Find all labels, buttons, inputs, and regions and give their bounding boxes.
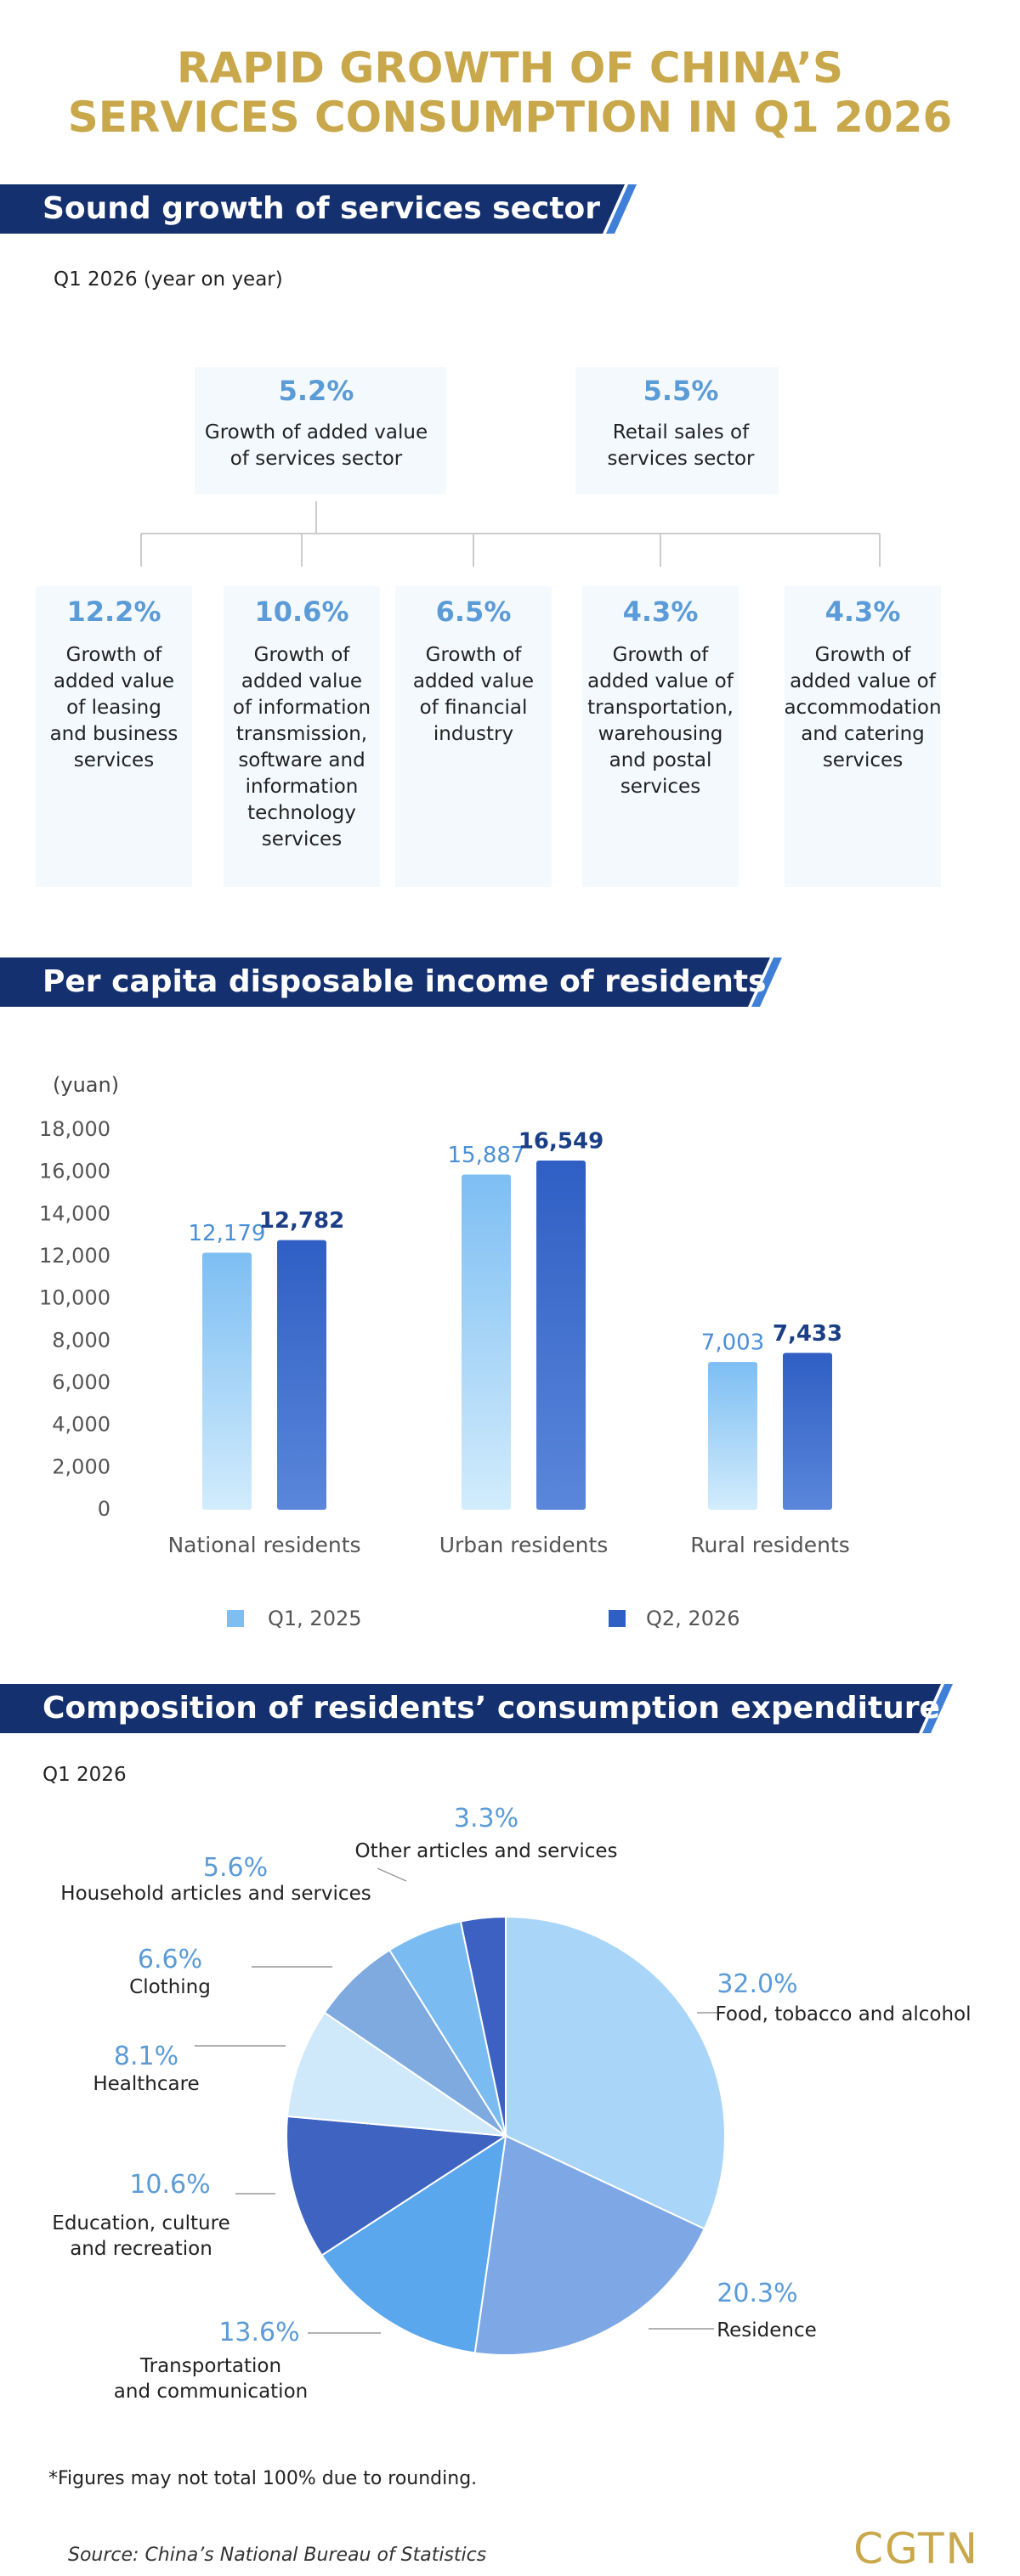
footnote: *Figures may not total 100% due to round… (48, 2468, 478, 2489)
pie-category-label: Transportation and communication (113, 2355, 309, 2403)
stat-box (224, 586, 380, 887)
y-tick-label: 6,000 (52, 1370, 110, 1394)
x-tick-label: National residents (167, 1533, 360, 1557)
stat-value: 4.3% (824, 596, 901, 628)
value-label: 12,179 (189, 1221, 266, 1246)
value-label: 7,003 (701, 1330, 764, 1356)
bar (462, 1174, 511, 1510)
pie-category-label: Food, tobacco and alcohol (715, 2003, 972, 2025)
stat-value: 10.6% (254, 596, 349, 628)
pie-category-label: Other articles and services (354, 1840, 618, 1862)
y-axis-label: (yuan) (53, 1073, 120, 1097)
value-label: 7,433 (773, 1321, 842, 1347)
banner-accent (606, 184, 637, 234)
banner (0, 1684, 941, 1733)
y-tick-label: 16,000 (39, 1160, 110, 1183)
pie-category-label: Education, culture and recreation (52, 2212, 230, 2260)
pie-slice (286, 2011, 509, 2138)
stat-box (582, 586, 739, 887)
stat-box (575, 367, 779, 494)
pie-slice (505, 1915, 726, 2230)
stat-box (785, 586, 941, 887)
pie-value-label: 20.3% (717, 2279, 798, 2308)
stat-box (195, 367, 446, 494)
banner-accent (922, 1684, 953, 1733)
banner-title: Composition of residents’ consumption ex… (42, 1691, 940, 1726)
y-tick-label: 12,000 (39, 1244, 110, 1268)
stat-label: Growth of added value of financial indus… (412, 644, 535, 745)
pie-value-label: 32.0% (717, 1969, 798, 1999)
value-label: 12,782 (259, 1208, 344, 1234)
title-line: SERVICES CONSUMPTION IN Q1 2026 (67, 93, 953, 142)
y-tick-label: 8,000 (52, 1328, 110, 1352)
stat-value: 5.5% (643, 375, 719, 407)
pie-value-label: 13.6% (218, 2318, 300, 2347)
banner-title: Per capita disposable income of resident… (42, 964, 767, 999)
pie-value-label: 3.3% (453, 1804, 519, 1833)
legend-label: Q1, 2025 (268, 1607, 362, 1630)
bar (783, 1353, 832, 1510)
stat-label: Growth of added value of information tra… (232, 644, 371, 850)
legend-swatch (227, 1610, 244, 1627)
value-label: 15,887 (448, 1143, 525, 1168)
y-tick-label: 18,000 (39, 1117, 110, 1141)
stat-box (395, 586, 552, 887)
banner (0, 958, 770, 1007)
stat-label: Growth of added value of accommodation a… (784, 644, 942, 771)
value-label: 16,549 (518, 1129, 604, 1155)
pie-slice (286, 2115, 508, 2257)
bar (708, 1362, 757, 1510)
pie-category-label: Healthcare (93, 2073, 200, 2095)
y-tick-label: 4,000 (52, 1413, 110, 1437)
leader-line (377, 1867, 407, 1882)
pie-value-label: 5.6% (202, 1853, 269, 1883)
stat-label: Growth of added value of transportation,… (587, 644, 734, 798)
logo: CGTN (853, 2524, 979, 2573)
bar (536, 1161, 586, 1510)
banner-title: Sound growth of services sector (42, 191, 601, 226)
pie-value-label: 8.1% (113, 2042, 179, 2071)
stat-value: 12.2% (66, 596, 162, 628)
banner-accent (751, 958, 782, 1007)
banner (0, 184, 625, 234)
pie-slice (459, 1915, 507, 2137)
source: Source: China’s National Bureau of Stati… (68, 2545, 487, 2566)
stat-value: 4.3% (622, 596, 699, 628)
title-line: RAPID GROWTH OF CHINA’S (176, 43, 844, 93)
y-tick-label: 2,000 (52, 1455, 110, 1478)
pie-value-label: 6.6% (137, 1945, 203, 1974)
y-tick-label: 14,000 (39, 1201, 110, 1225)
y-tick-label: 10,000 (39, 1286, 110, 1310)
x-tick-label: Rural residents (690, 1533, 850, 1557)
stat-value: 5.2% (278, 375, 354, 407)
pie-value-label: 10.6% (129, 2170, 211, 2200)
subtitle: Q1 2026 (year on year) (54, 268, 283, 291)
pie-category-label: Clothing (129, 1976, 211, 1998)
stat-label: Growth of added value of services sector (204, 421, 428, 470)
stat-label: Growth of added value of leasing and bus… (49, 644, 178, 771)
pie-category-label: Residence (717, 2319, 817, 2342)
bar (277, 1240, 326, 1510)
y-tick-label: 0 (98, 1497, 110, 1521)
pie-slice (473, 2134, 706, 2356)
pie-slice (320, 2133, 507, 2354)
x-tick-label: Urban residents (439, 1533, 609, 1557)
stat-label: Retail sales of services sector (607, 421, 755, 470)
subtitle: Q1 2026 (42, 1764, 127, 1786)
stat-box (36, 586, 192, 887)
bar (202, 1252, 252, 1510)
legend-swatch (609, 1610, 626, 1627)
stat-value: 6.5% (435, 596, 512, 628)
legend-label: Q2, 2026 (646, 1607, 740, 1630)
pie-category-label: Household articles and services (60, 1883, 371, 1905)
